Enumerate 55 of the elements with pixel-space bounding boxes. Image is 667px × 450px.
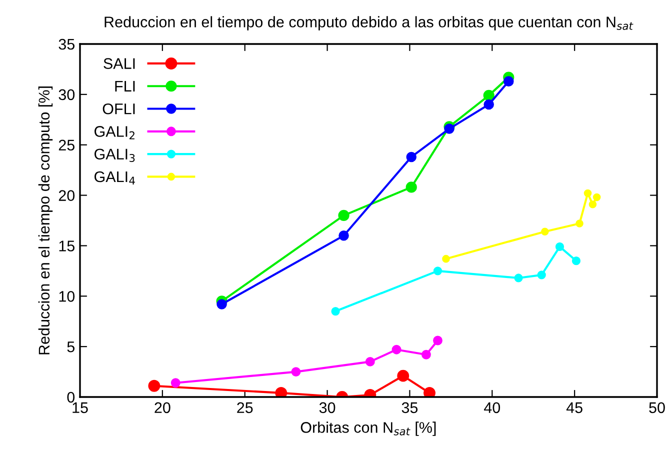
chart-title: Reduccion en el tiempo de computo debido a las orbitas que cuentan con N$_{sat}$ (104, 16, 634, 30)
point (514, 274, 523, 282)
point (433, 336, 442, 346)
point (170, 378, 180, 388)
point (216, 299, 227, 310)
point (424, 386, 436, 397)
point (483, 90, 494, 101)
point (572, 256, 581, 266)
point (537, 270, 546, 280)
point (338, 210, 350, 222)
y-tick-label: 35 (58, 38, 74, 50)
point (392, 344, 402, 354)
point (442, 254, 450, 263)
point (338, 230, 349, 241)
legend-label: OFLI (102, 103, 135, 114)
x-tick-label: 25 (237, 402, 253, 414)
x-tick-label: 40 (484, 402, 500, 414)
y-tick-label: 25 (58, 140, 74, 151)
y-tick-label: 30 (58, 89, 75, 100)
point (275, 386, 288, 397)
legend-label: GALI$_{3}$ (94, 148, 135, 162)
point (555, 242, 564, 252)
point (541, 228, 549, 236)
point (148, 380, 160, 392)
point (433, 266, 442, 276)
x-tick-label: 30 (319, 402, 336, 414)
legend-label: GALI$_{2}$ (94, 126, 134, 140)
point (484, 99, 494, 110)
point (444, 124, 454, 134)
point (291, 367, 301, 377)
y-tick-label: 5 (67, 342, 74, 352)
y-tick-label: 20 (58, 190, 75, 201)
point (576, 220, 584, 228)
x-tick-label: 20 (154, 402, 170, 414)
y-axis-title: Reduccion en el tiempo de computo [%] (38, 86, 53, 354)
point (397, 370, 410, 382)
point (588, 200, 597, 208)
point (592, 193, 601, 202)
legend-label: FLI (115, 80, 135, 92)
point (406, 152, 416, 162)
point (584, 189, 592, 198)
point (365, 356, 375, 366)
point (421, 350, 431, 360)
point (331, 306, 340, 316)
x-tick-label: 45 (566, 402, 582, 414)
y-tick-label: 15 (59, 240, 74, 252)
x-axis-title: Orbitas con N$_{sat}$ [%] (300, 422, 436, 436)
legend-label: SALI (104, 58, 135, 69)
point (406, 182, 417, 193)
y-tick-label: 0 (67, 392, 75, 403)
y-tick-label: 10 (59, 291, 75, 302)
x-tick-label: 50 (649, 402, 665, 414)
legend-label: GALI$_{4}$ (94, 171, 135, 185)
point (503, 76, 514, 86)
x-tick-label: 35 (402, 402, 418, 414)
